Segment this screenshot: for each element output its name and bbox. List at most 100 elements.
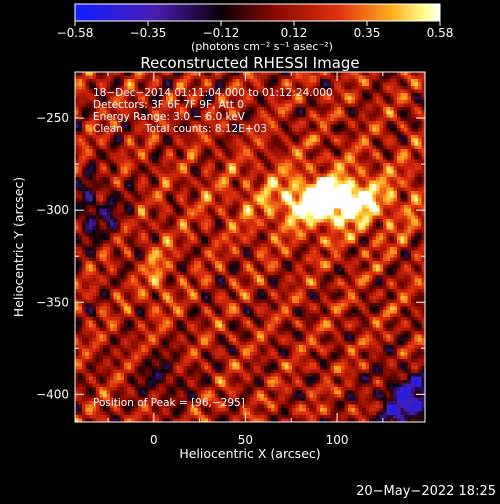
heatmap-cell: [240, 314, 244, 318]
heatmap-cell: [187, 380, 191, 384]
heatmap-cell: [222, 279, 226, 283]
heatmap-cell: [117, 391, 121, 395]
heatmap-cell: [208, 352, 212, 356]
heatmap-cell: [86, 251, 90, 255]
heatmap-cell: [86, 100, 90, 104]
heatmap-cell: [79, 163, 83, 167]
heatmap-cell: [233, 184, 237, 188]
colorbar-tick-label: −0.12: [203, 26, 240, 40]
heatmap-cell: [226, 76, 230, 80]
heatmap-cell: [145, 282, 149, 286]
heatmap-cell: [86, 391, 90, 395]
heatmap-cell: [219, 377, 223, 381]
heatmap-cell: [194, 254, 198, 258]
heatmap-cell: [233, 377, 237, 381]
heatmap-cell: [229, 370, 233, 374]
heatmap-cell: [226, 324, 230, 328]
heatmap-cell: [82, 121, 86, 125]
heatmap-cell: [222, 335, 226, 339]
heatmap-cell: [89, 380, 93, 384]
heatmap-cell: [163, 366, 167, 370]
heatmap-cell: [222, 303, 226, 307]
heatmap-cell: [142, 415, 146, 419]
heatmap-cell: [117, 286, 121, 290]
heatmap-cell: [205, 240, 209, 244]
heatmap-cell: [166, 380, 170, 384]
heatmap-cell: [166, 223, 170, 227]
heatmap-cell: [75, 275, 79, 279]
heatmap-cell: [222, 300, 226, 304]
heatmap-cell: [152, 233, 156, 237]
heatmap-cell: [163, 363, 167, 367]
heatmap-cell: [135, 328, 139, 332]
heatmap-cell: [177, 377, 181, 381]
heatmap-cell: [100, 181, 104, 185]
heatmap-cell: [198, 191, 202, 195]
heatmap-cell: [177, 275, 181, 279]
heatmap-cell: [170, 139, 174, 143]
heatmap-cell: [180, 153, 184, 157]
heatmap-cell: [100, 331, 104, 335]
heatmap-cell: [180, 240, 184, 244]
heatmap-cell: [110, 412, 114, 416]
heatmap-cell: [208, 205, 212, 209]
heatmap-cell: [103, 293, 107, 297]
heatmap-cell: [184, 331, 188, 335]
heatmap-cell: [156, 174, 160, 178]
heatmap-cell: [173, 188, 177, 192]
heatmap-cell: [205, 338, 209, 342]
heatmap-cell: [208, 181, 212, 185]
heatmap-cell: [142, 282, 146, 286]
heatmap-cell: [208, 293, 212, 297]
heatmap-cell: [240, 167, 244, 171]
heatmap-cell: [117, 321, 121, 325]
heatmap-cell: [156, 380, 160, 384]
heatmap-cell: [152, 146, 156, 150]
heatmap-cell: [163, 142, 167, 146]
heatmap-cell: [79, 268, 83, 272]
heatmap-cell: [166, 296, 170, 300]
heatmap-cell: [138, 370, 142, 374]
heatmap-cell: [170, 370, 174, 374]
heatmap-cell: [96, 195, 100, 199]
heatmap-cell: [240, 219, 244, 223]
heatmap-cell: [89, 293, 93, 297]
heatmap-cell: [103, 219, 107, 223]
heatmap-cell: [215, 335, 219, 339]
heatmap-cell: [163, 83, 167, 87]
heatmap-cell: [187, 198, 191, 202]
heatmap-cell: [191, 377, 195, 381]
heatmap-cell: [93, 356, 97, 360]
heatmap-cell: [191, 387, 195, 391]
heatmap-cell: [170, 321, 174, 325]
heatmap-cell: [177, 366, 181, 370]
heatmap-cell: [201, 170, 205, 174]
heatmap-cell: [212, 135, 216, 139]
heatmap-cell: [187, 377, 191, 381]
heatmap-cell: [114, 188, 118, 192]
heatmap-cell: [156, 146, 160, 150]
heatmap-cell: [226, 170, 230, 174]
heatmap-cell: [208, 282, 212, 286]
heatmap-cell: [243, 212, 247, 216]
heatmap-cell: [100, 184, 104, 188]
heatmap-cell: [243, 233, 247, 237]
heatmap-cell: [156, 254, 160, 258]
heatmap-cell: [89, 135, 93, 139]
heatmap-cell: [247, 328, 251, 332]
heatmap-cell: [96, 415, 100, 419]
heatmap-cell: [152, 272, 156, 276]
heatmap-cell: [240, 254, 244, 258]
heatmap-cell: [198, 212, 202, 216]
heatmap-cell: [201, 349, 205, 353]
heatmap-cell: [135, 366, 139, 370]
heatmap-cell: [173, 244, 177, 248]
heatmap-cell: [205, 289, 209, 293]
heatmap-cell: [156, 233, 160, 237]
heatmap-cell: [124, 188, 128, 192]
heatmap-cell: [173, 240, 177, 244]
heatmap-cell: [201, 391, 205, 395]
heatmap-cell: [86, 72, 90, 76]
heatmap-cell: [180, 356, 184, 360]
heatmap-cell: [103, 212, 107, 216]
